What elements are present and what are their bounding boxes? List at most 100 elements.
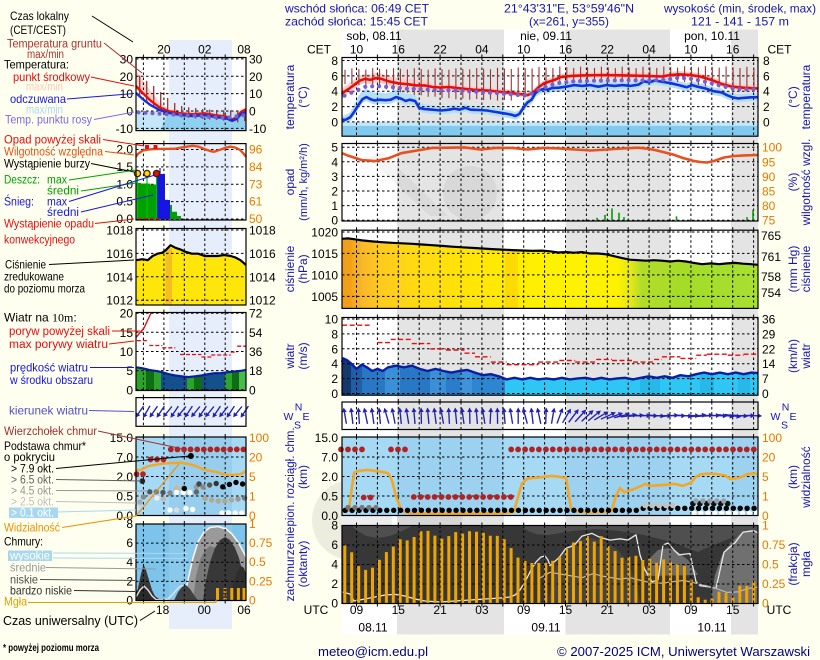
- svg-text:1020: 1020: [311, 226, 338, 240]
- svg-text:> 4.5 okt.: > 4.5 okt.: [11, 486, 54, 498]
- svg-text:09: 09: [350, 603, 364, 617]
- svg-text:8: 8: [331, 327, 338, 341]
- svg-text:09.11: 09.11: [531, 621, 560, 635]
- svg-text:10: 10: [684, 43, 698, 57]
- svg-text:sob, 08.11: sob, 08.11: [346, 29, 401, 43]
- svg-text:N: N: [295, 402, 303, 414]
- svg-text:2: 2: [331, 100, 338, 114]
- svg-text:50: 50: [249, 212, 263, 226]
- svg-text:95: 95: [762, 155, 776, 169]
- svg-text:(°C): (°C): [786, 86, 800, 107]
- svg-text:Wierzchołek chmur: Wierzchołek chmur: [4, 426, 97, 438]
- svg-text:85: 85: [762, 185, 776, 199]
- svg-text:20: 20: [157, 43, 171, 57]
- svg-text:1005: 1005: [311, 290, 338, 304]
- svg-text:8: 8: [331, 54, 338, 68]
- svg-text:średni: średni: [47, 207, 79, 219]
- svg-text:14: 14: [762, 357, 776, 371]
- svg-text:ciśnienie: ciśnienie: [283, 245, 297, 292]
- svg-text:22: 22: [601, 43, 615, 57]
- svg-text:1016: 1016: [249, 247, 276, 261]
- svg-text:6: 6: [126, 536, 133, 550]
- svg-text:02: 02: [198, 43, 212, 57]
- svg-text:4: 4: [331, 357, 338, 371]
- svg-text:do poziomu morza: do poziomu morza: [4, 282, 85, 296]
- svg-text:W: W: [771, 411, 781, 423]
- svg-text:UTC: UTC: [304, 603, 329, 617]
- svg-text:10: 10: [120, 345, 134, 359]
- svg-text:8: 8: [126, 517, 133, 531]
- svg-text:0: 0: [126, 105, 133, 119]
- svg-text:08: 08: [237, 43, 251, 57]
- svg-text:wysokie: wysokie: [9, 549, 50, 563]
- svg-text:5: 5: [762, 470, 769, 484]
- svg-text:meteo@icm.edu.pl: meteo@icm.edu.pl: [318, 645, 428, 659]
- svg-text:72: 72: [249, 307, 263, 321]
- svg-text:03: 03: [642, 603, 656, 617]
- svg-text:761: 761: [761, 250, 781, 264]
- svg-text:(hPa): (hPa): [296, 254, 310, 283]
- svg-text:06: 06: [237, 603, 251, 617]
- svg-text:16: 16: [392, 43, 406, 57]
- svg-text:E: E: [789, 411, 796, 423]
- svg-text:5: 5: [249, 470, 256, 484]
- svg-text:04: 04: [642, 43, 656, 57]
- svg-text:100: 100: [762, 431, 782, 445]
- svg-text:03: 03: [475, 603, 489, 617]
- svg-text:Ciśnienie: Ciśnienie: [5, 258, 46, 272]
- svg-text:20: 20: [120, 307, 134, 321]
- svg-text:4: 4: [331, 558, 338, 572]
- svg-text:(x=261, y=355): (x=261, y=355): [529, 15, 609, 29]
- svg-text:(frakcja): (frakcja): [786, 542, 800, 585]
- svg-text:0: 0: [331, 597, 338, 611]
- svg-text:wilgotność wzgl.: wilgotność wzgl.: [799, 139, 813, 227]
- svg-text:(km/h): (km/h): [786, 339, 800, 373]
- svg-text:7.0: 7.0: [321, 450, 338, 464]
- svg-text:22: 22: [762, 342, 776, 356]
- svg-text:Temperatura gruntu: Temperatura gruntu: [7, 39, 102, 51]
- svg-text:* powyżej poziomu morza: * powyżej poziomu morza: [3, 643, 99, 654]
- svg-text:zachmurzenie: zachmurzenie: [283, 526, 297, 601]
- svg-text:20: 20: [249, 70, 263, 84]
- svg-text:5: 5: [331, 141, 338, 155]
- svg-text:0: 0: [762, 597, 769, 611]
- svg-text:nie, 09.11: nie, 09.11: [520, 29, 572, 43]
- svg-text:4: 4: [331, 85, 338, 99]
- svg-text:S: S: [781, 420, 788, 432]
- svg-text:odczuwana: odczuwana: [10, 92, 66, 106]
- svg-text:-10: -10: [116, 122, 134, 136]
- svg-text:0: 0: [126, 383, 133, 397]
- svg-text:W: W: [284, 411, 294, 423]
- svg-text:pon, 10.11: pon, 10.11: [684, 29, 740, 43]
- svg-text:1: 1: [331, 199, 338, 213]
- svg-text:1010: 1010: [311, 268, 338, 282]
- svg-text:36: 36: [762, 313, 776, 327]
- svg-text:16: 16: [559, 43, 573, 57]
- svg-text:0.75: 0.75: [762, 538, 786, 552]
- svg-text:(mm/h, kg/m²/h): (mm/h, kg/m²/h): [298, 143, 310, 221]
- svg-text:20: 20: [120, 70, 134, 84]
- svg-text:0: 0: [249, 383, 256, 397]
- svg-text:Mgła: Mgła: [4, 595, 27, 609]
- svg-text:Deszcz:: Deszcz:: [4, 175, 40, 187]
- svg-text:kierunek wiatru: kierunek wiatru: [9, 404, 88, 418]
- svg-text:Podstawa chmur*: Podstawa chmur*: [4, 439, 86, 453]
- svg-text:3: 3: [331, 170, 338, 184]
- svg-text:2.0: 2.0: [116, 470, 133, 484]
- svg-text:10: 10: [249, 87, 263, 101]
- svg-text:7.0: 7.0: [116, 450, 133, 464]
- svg-text:o pokryciu: o pokryciu: [4, 450, 55, 464]
- svg-text:20: 20: [762, 450, 776, 464]
- svg-text:22: 22: [433, 43, 447, 57]
- svg-text:08.11: 08.11: [358, 621, 387, 635]
- svg-text:E: E: [302, 411, 309, 423]
- svg-text:2: 2: [331, 185, 338, 199]
- svg-text:6: 6: [763, 69, 770, 83]
- svg-text:0: 0: [762, 387, 769, 401]
- svg-text:8: 8: [763, 54, 770, 68]
- svg-text:15.0: 15.0: [315, 431, 339, 445]
- svg-text:średnie: średnie: [10, 561, 46, 575]
- svg-text:1.5: 1.5: [116, 160, 133, 174]
- svg-text:2: 2: [331, 577, 338, 591]
- svg-text:(°C): (°C): [296, 86, 310, 107]
